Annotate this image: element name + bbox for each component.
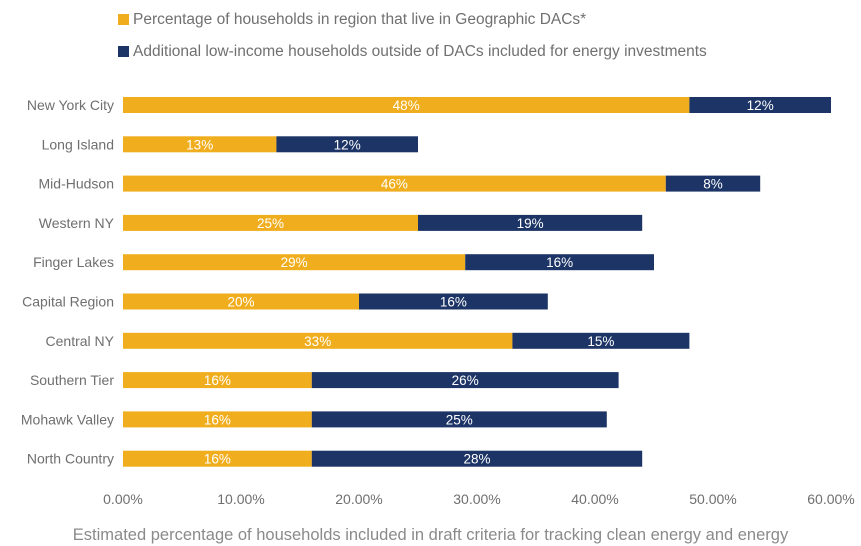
bar-lowincome-new-york-city: [689, 97, 831, 113]
bar-geographic-southern-tier: [123, 372, 312, 389]
x-tick-label: 0.00%: [103, 491, 143, 507]
category-label-north-country: North Country: [27, 451, 114, 467]
category-label-capital-region: Capital Region: [22, 294, 114, 310]
bar-geographic-mohawk-valley: [123, 411, 312, 428]
bar-lowincome-western-ny: [418, 214, 643, 231]
data-label-lowincome-southern-tier: 26%: [452, 373, 479, 388]
data-label-lowincome-north-country: 28%: [463, 452, 490, 467]
legend-item-geographic: Percentage of households in region that …: [118, 11, 586, 29]
x-tick-label: 50.00%: [689, 491, 736, 507]
data-label-geographic-new-york-city: 48%: [393, 98, 420, 113]
bar-geographic-capital-region: [123, 293, 359, 310]
data-label-lowincome-central-ny: 15%: [587, 334, 614, 349]
legend-item-lowincome: Additional low-income households outside…: [118, 43, 707, 61]
category-label-finger-lakes: Finger Lakes: [33, 254, 114, 270]
bar-lowincome-central-ny: [512, 332, 690, 349]
data-label-lowincome-long-island: 12%: [334, 137, 361, 152]
bar-lowincome-finger-lakes: [465, 254, 654, 271]
data-label-geographic-central-ny: 33%: [304, 334, 331, 349]
bar-geographic-western-ny: [123, 214, 418, 231]
x-tick-label: 10.00%: [217, 491, 264, 507]
x-tick-label: 30.00%: [453, 491, 500, 507]
legend-label-geographic: Percentage of households in region that …: [133, 11, 587, 28]
x-tick-label: 20.00%: [335, 491, 382, 507]
data-label-lowincome-capital-region: 16%: [440, 295, 467, 310]
data-label-geographic-long-island: 13%: [186, 137, 213, 152]
data-label-geographic-mohawk-valley: 16%: [204, 412, 231, 427]
data-label-geographic-southern-tier: 16%: [204, 373, 231, 388]
x-tick-label: 40.00%: [571, 491, 618, 507]
bar-lowincome-north-country: [311, 450, 643, 467]
category-label-new-york-city: New York City: [27, 97, 114, 113]
data-label-lowincome-western-ny: 19%: [517, 216, 544, 231]
category-label-western-ny: Western NY: [39, 215, 115, 231]
legend-swatch-lowincome: [118, 46, 129, 57]
category-label-mid-hudson: Mid-Hudson: [39, 176, 114, 192]
bar-geographic-north-country: [123, 450, 312, 467]
x-axis-title: Estimated percentage of households inclu…: [72, 526, 789, 544]
bar-lowincome-capital-region: [359, 293, 548, 310]
bar-geographic-long-island: [123, 136, 277, 153]
data-label-geographic-capital-region: 20%: [227, 295, 254, 310]
bar-geographic-central-ny: [123, 332, 513, 349]
data-label-lowincome-mohawk-valley: 25%: [446, 412, 473, 427]
data-label-lowincome-mid-hudson: 8%: [703, 177, 723, 192]
category-label-mohawk-valley: Mohawk Valley: [21, 411, 114, 427]
category-label-long-island: Long Island: [42, 136, 114, 152]
bar-lowincome-mid-hudson: [665, 175, 761, 192]
bar-geographic-finger-lakes: [123, 254, 466, 271]
data-label-geographic-mid-hudson: 46%: [381, 177, 408, 192]
bar-lowincome-long-island: [276, 136, 418, 153]
bar-lowincome-southern-tier: [311, 372, 619, 389]
data-label-geographic-western-ny: 25%: [257, 216, 284, 231]
data-label-lowincome-new-york-city: 12%: [747, 98, 774, 113]
bar-lowincome-mohawk-valley: [311, 411, 607, 428]
x-tick-label: 60.00%: [807, 491, 854, 507]
data-label-geographic-finger-lakes: 29%: [281, 255, 308, 270]
data-label-lowincome-finger-lakes: 16%: [546, 255, 573, 270]
bar-geographic-mid-hudson: [123, 175, 666, 192]
category-label-southern-tier: Southern Tier: [30, 372, 114, 388]
bar-geographic-new-york-city: [123, 97, 690, 113]
legend-swatch-geographic: [118, 14, 129, 25]
legend-label-lowincome: Additional low-income households outside…: [133, 43, 707, 60]
category-label-central-ny: Central NY: [46, 333, 115, 349]
data-label-geographic-north-country: 16%: [204, 452, 231, 467]
